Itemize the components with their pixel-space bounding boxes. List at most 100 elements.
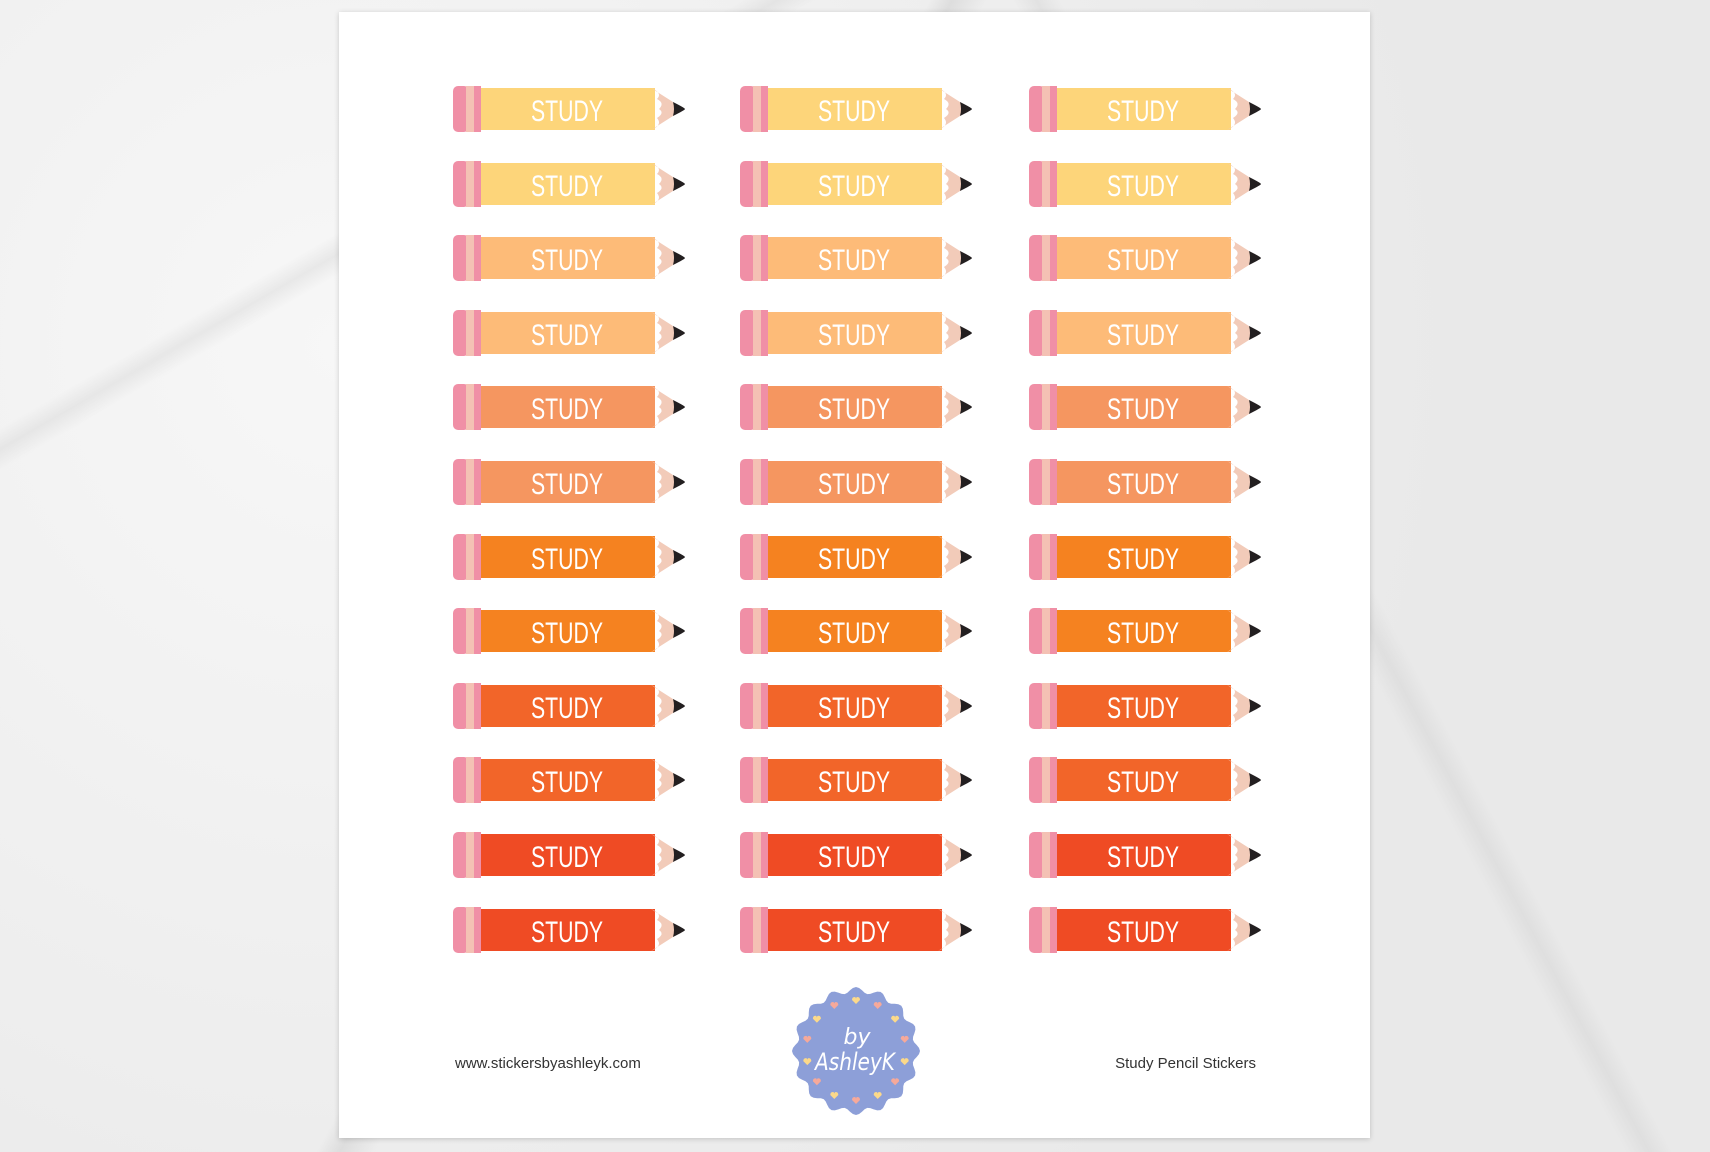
pencil-body	[768, 162, 942, 205]
pencil-body	[768, 461, 942, 503]
pencil-lead	[1249, 325, 1261, 340]
pencil-band	[1042, 459, 1051, 505]
pencil-body	[768, 610, 942, 653]
sticker-label: STUDY	[531, 543, 603, 576]
pencil-band	[466, 906, 475, 953]
pencil-lead	[1249, 773, 1261, 788]
pencil-band	[1042, 309, 1051, 356]
pencil-band	[466, 235, 475, 282]
pencil-body	[768, 908, 942, 951]
pencil-tip	[938, 386, 971, 429]
sticker-label: STUDY	[531, 841, 603, 874]
pencil-tip	[651, 684, 684, 727]
pencil-band	[1042, 533, 1051, 580]
pencil-band	[466, 459, 475, 505]
pencil-eraser	[1029, 832, 1045, 878]
pencil-body	[481, 237, 655, 280]
pencil-eraser	[453, 459, 469, 505]
study-pencil-sticker: STUDY	[453, 830, 685, 880]
pencil-lead	[1249, 624, 1261, 639]
sticker-label: STUDY	[818, 617, 890, 650]
sticker-label: STUDY	[1107, 95, 1179, 128]
pencil-eraser	[453, 832, 469, 878]
study-pencil-sticker: STUDY	[740, 233, 972, 283]
pencil-tip	[938, 162, 971, 205]
sticker-label: STUDY	[1107, 319, 1179, 352]
study-pencil-sticker: STUDY	[740, 755, 972, 805]
sticker-label: STUDY	[531, 916, 603, 949]
pencil-band	[1042, 384, 1051, 431]
pencil-band	[753, 682, 762, 729]
pencil-body	[768, 237, 942, 280]
pencil-eraser	[1029, 86, 1045, 132]
heart-icon	[830, 1092, 839, 1099]
heart-icon	[803, 1035, 812, 1043]
study-pencil-sticker: STUDY	[1029, 308, 1261, 358]
pencil-body	[481, 162, 655, 205]
study-pencil-sticker: STUDY	[740, 681, 972, 731]
pencil-lead	[673, 922, 685, 937]
pencil-body	[481, 834, 655, 876]
pencil-body	[768, 386, 942, 429]
pencil-tip	[938, 834, 971, 876]
pencil-body	[481, 908, 655, 951]
study-pencil-sticker: STUDY	[453, 755, 685, 805]
pencil-tip	[651, 311, 684, 354]
study-pencil-sticker: STUDY	[1029, 755, 1261, 805]
study-pencil-sticker: STUDY	[740, 382, 972, 432]
sticker-label: STUDY	[1107, 170, 1179, 203]
pencil-body	[768, 535, 942, 578]
pencil-lead	[960, 325, 972, 340]
pencil-tip	[651, 908, 684, 951]
study-pencil-sticker: STUDY	[453, 457, 685, 507]
pencil-body	[481, 386, 655, 429]
pencil-eraser	[453, 682, 469, 729]
study-pencil-sticker: STUDY	[453, 233, 685, 283]
pencil-band	[1042, 757, 1051, 804]
heart-icon	[803, 1058, 812, 1066]
pencil-band	[466, 608, 475, 655]
pencil-tip	[1227, 535, 1260, 578]
sticker-label: STUDY	[818, 543, 890, 576]
pencil-eraser	[740, 608, 756, 655]
pencil-body	[1057, 908, 1231, 951]
pencil-body	[481, 759, 655, 802]
study-pencil-sticker: STUDY	[740, 532, 972, 582]
pencil-tip	[1227, 759, 1260, 802]
pencil-band	[753, 459, 762, 505]
pencil-eraser	[1029, 906, 1045, 953]
pencil-eraser	[740, 235, 756, 282]
study-pencil-sticker: STUDY	[1029, 830, 1261, 880]
pencil-lead	[1249, 848, 1261, 862]
study-pencil-sticker: STUDY	[1029, 457, 1261, 507]
pencil-band	[1042, 832, 1051, 878]
pencil-eraser	[1029, 384, 1045, 431]
pencil-eraser	[740, 682, 756, 729]
sticker-label: STUDY	[1107, 393, 1179, 426]
pencil-lead	[960, 251, 972, 266]
pencil-lead	[673, 176, 685, 191]
sticker-label: STUDY	[531, 617, 603, 650]
pencil-tip	[651, 610, 684, 653]
pencil-tip	[651, 759, 684, 802]
pencil-tip	[651, 237, 684, 280]
sticker-label: STUDY	[1107, 692, 1179, 725]
sticker-label: STUDY	[1107, 766, 1179, 799]
pencil-tip	[938, 461, 971, 503]
heart-icon	[852, 997, 860, 1004]
heart-icon	[900, 1058, 909, 1066]
pencil-eraser	[1029, 459, 1045, 505]
pencil-lead	[673, 549, 685, 564]
study-pencil-sticker: STUDY	[1029, 159, 1261, 209]
pencil-body	[1057, 759, 1231, 802]
study-pencil-sticker: STUDY	[453, 382, 685, 432]
pencil-lead	[673, 325, 685, 340]
pencil-body	[1057, 88, 1231, 130]
pencil-tip	[938, 610, 971, 653]
pencil-tip	[938, 88, 971, 130]
heart-icon	[873, 1092, 882, 1099]
sticker-label: STUDY	[818, 244, 890, 277]
pencil-eraser	[740, 906, 756, 953]
pencil-tip	[651, 88, 684, 130]
sticker-sheet: STUDY STUDY STUDY	[339, 12, 1370, 1138]
